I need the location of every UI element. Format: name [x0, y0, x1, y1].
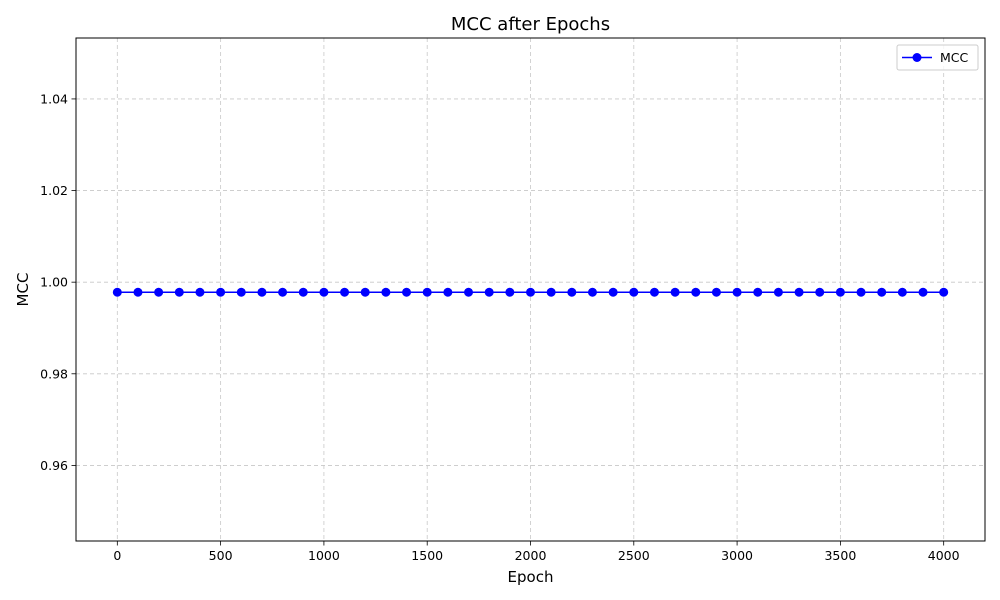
legend-label: MCC — [940, 50, 969, 65]
data-point — [298, 287, 308, 297]
grid — [76, 38, 985, 541]
x-tick-label: 0 — [113, 548, 121, 563]
y-tick-label: 0.96 — [40, 458, 68, 473]
y-axis-label: MCC — [14, 273, 32, 307]
ticks: 0 500 1000 1500 2000 2500 3000 3500 4000 0.96 0.98… — [40, 91, 959, 563]
data-point — [877, 287, 887, 297]
data-point — [815, 287, 825, 297]
x-tick-label: 3000 — [721, 548, 753, 563]
y-tick-label: 1.04 — [40, 91, 68, 106]
x-tick-label: 2000 — [515, 548, 547, 563]
y-tick-label: 1.00 — [40, 275, 68, 290]
legend: MCC — [896, 44, 979, 71]
series-layer — [112, 287, 949, 297]
data-point — [773, 287, 783, 297]
data-point — [587, 287, 597, 297]
legend-box — [896, 44, 979, 71]
data-point — [174, 287, 184, 297]
data-point — [732, 287, 742, 297]
x-tick-label: 4000 — [928, 548, 960, 563]
data-point — [794, 287, 804, 297]
x-tick-label: 1000 — [308, 548, 340, 563]
data-point — [257, 287, 267, 297]
x-axis-label: Epoch — [508, 568, 554, 586]
data-point — [567, 287, 577, 297]
data-point — [154, 287, 164, 297]
data-point — [484, 287, 494, 297]
x-tick-label: 1500 — [411, 548, 443, 563]
data-point — [526, 287, 535, 297]
data-point — [897, 287, 907, 297]
data-point — [670, 287, 680, 297]
data-point — [649, 287, 659, 297]
legend-marker — [912, 53, 922, 62]
data-point — [711, 287, 721, 297]
x-tick-label: 3500 — [824, 548, 856, 563]
data-point — [133, 287, 143, 297]
data-point — [856, 287, 866, 297]
data-point — [443, 287, 453, 297]
data-point — [236, 287, 246, 297]
data-point — [546, 287, 556, 297]
data-point — [112, 287, 122, 297]
y-tick-label: 0.98 — [40, 366, 68, 381]
data-point — [340, 287, 350, 297]
chart-title: MCC after Epochs — [451, 14, 610, 35]
y-tick-label: 1.02 — [40, 183, 68, 198]
x-tick-label: 2500 — [618, 548, 650, 563]
data-point — [505, 287, 515, 297]
data-point — [939, 287, 949, 297]
data-point — [278, 287, 288, 297]
data-point — [381, 287, 391, 297]
data-point — [691, 287, 701, 297]
data-point — [360, 287, 370, 297]
data-point — [422, 287, 432, 297]
x-tick-label: 500 — [209, 548, 233, 563]
data-point — [319, 287, 329, 297]
data-point — [464, 287, 474, 297]
data-point — [753, 287, 763, 297]
data-point — [195, 287, 205, 297]
data-point — [216, 287, 226, 297]
data-point — [835, 287, 845, 297]
data-point — [608, 287, 618, 297]
data-point — [918, 287, 928, 297]
data-point — [402, 287, 412, 297]
data-point — [629, 287, 639, 297]
